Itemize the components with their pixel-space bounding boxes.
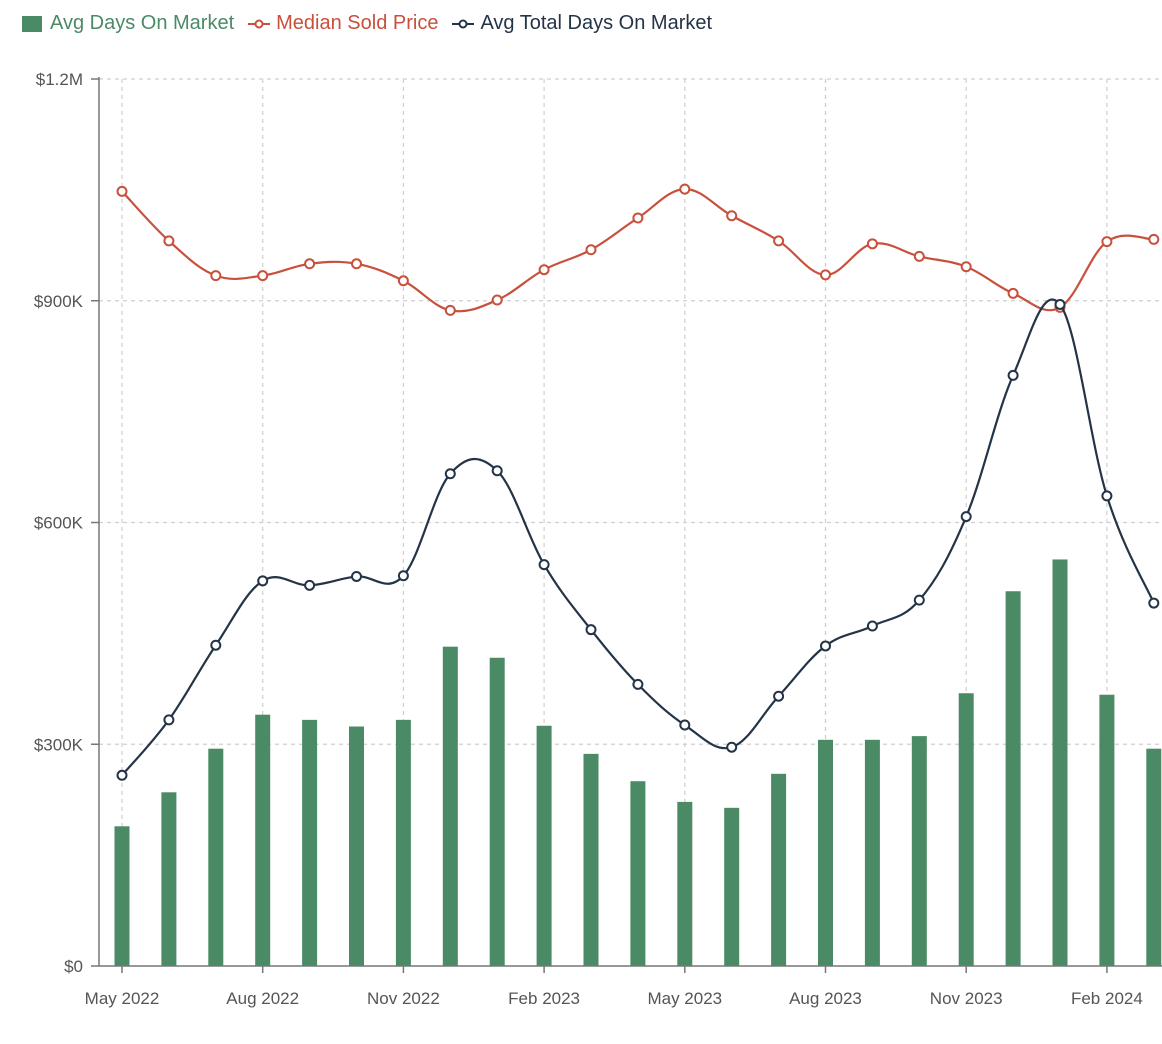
point-avg-total-days-on-market[interactable] xyxy=(397,570,409,582)
point-avg-total-days-on-market[interactable] xyxy=(913,594,925,606)
point-median-sold-price[interactable] xyxy=(679,183,691,195)
bar-avg-days-on-market[interactable] xyxy=(1099,694,1115,966)
bar-avg-days-on-market[interactable] xyxy=(724,807,740,966)
legend-item-avg-total-days[interactable]: Avg Total Days On Market xyxy=(452,12,712,35)
bar-avg-days-on-market[interactable] xyxy=(864,739,880,966)
point-median-sold-price[interactable] xyxy=(632,212,644,224)
point-median-sold-price[interactable] xyxy=(491,294,503,306)
bar-avg-days-on-market[interactable] xyxy=(395,719,411,966)
point-median-sold-price[interactable] xyxy=(163,235,175,247)
bar-avg-days-on-market[interactable] xyxy=(442,646,458,966)
x-tick-label: May 2023 xyxy=(647,989,722,1008)
legend-line-circle-icon xyxy=(452,19,475,28)
point-avg-total-days-on-market[interactable] xyxy=(866,620,878,632)
point-median-sold-price[interactable] xyxy=(210,270,222,282)
point-median-sold-price[interactable] xyxy=(1148,233,1160,245)
legend-label-avg-days: Avg Days On Market xyxy=(50,12,235,34)
bar-avg-days-on-market[interactable] xyxy=(1005,591,1021,966)
legend-label-avg-total-days: Avg Total Days On Market xyxy=(480,12,713,34)
legend-item-median-price[interactable]: Median Sold Price xyxy=(248,12,438,35)
y-tick-label: $600K xyxy=(34,514,84,533)
x-tick-label: May 2022 xyxy=(85,989,160,1008)
bar-avg-days-on-market[interactable] xyxy=(818,739,833,966)
point-median-sold-price[interactable] xyxy=(585,244,597,256)
point-avg-total-days-on-market[interactable] xyxy=(1054,298,1066,310)
point-avg-total-days-on-market[interactable] xyxy=(679,719,691,731)
legend-item-avg-days[interactable]: Avg Days On Market xyxy=(22,12,234,35)
point-avg-total-days-on-market[interactable] xyxy=(1007,369,1019,381)
y-tick-label: $900K xyxy=(34,292,84,311)
point-avg-total-days-on-market[interactable] xyxy=(116,769,128,781)
legend-label-median-price: Median Sold Price xyxy=(276,12,439,34)
point-avg-total-days-on-market[interactable] xyxy=(773,690,785,702)
bar-avg-days-on-market[interactable] xyxy=(583,753,599,966)
point-avg-total-days-on-market[interactable] xyxy=(1148,597,1160,609)
point-avg-total-days-on-market[interactable] xyxy=(726,741,738,753)
point-avg-total-days-on-market[interactable] xyxy=(163,714,175,726)
bar-avg-days-on-market[interactable] xyxy=(911,736,927,966)
bar-avg-days-on-market[interactable] xyxy=(114,826,130,966)
bar-avg-days-on-market[interactable] xyxy=(489,657,505,966)
point-avg-total-days-on-market[interactable] xyxy=(257,575,269,587)
x-tick-label: Feb 2023 xyxy=(508,989,580,1008)
x-tick-label: Nov 2022 xyxy=(367,989,440,1008)
point-avg-total-days-on-market[interactable] xyxy=(1101,490,1113,502)
bar-avg-days-on-market[interactable] xyxy=(771,773,787,966)
point-median-sold-price[interactable] xyxy=(257,270,269,282)
x-tick-label: Aug 2022 xyxy=(226,989,299,1008)
bar-avg-days-on-market[interactable] xyxy=(677,801,693,966)
point-median-sold-price[interactable] xyxy=(726,210,738,222)
x-tick-label: Aug 2023 xyxy=(789,989,862,1008)
point-median-sold-price[interactable] xyxy=(304,258,316,270)
point-median-sold-price[interactable] xyxy=(1101,236,1113,248)
point-median-sold-price[interactable] xyxy=(1007,287,1019,299)
point-median-sold-price[interactable] xyxy=(913,250,925,262)
x-tick-label: Nov 2023 xyxy=(930,989,1003,1008)
point-median-sold-price[interactable] xyxy=(773,235,785,247)
bar-avg-days-on-market[interactable] xyxy=(630,781,646,966)
point-avg-total-days-on-market[interactable] xyxy=(820,640,831,652)
point-avg-total-days-on-market[interactable] xyxy=(960,511,972,523)
y-tick-label: $0 xyxy=(64,957,83,976)
bar-avg-days-on-market[interactable] xyxy=(958,693,974,966)
bar-avg-days-on-market[interactable] xyxy=(1052,559,1068,966)
plot-area xyxy=(114,183,1162,966)
legend-line-circle-icon xyxy=(248,19,271,28)
point-median-sold-price[interactable] xyxy=(866,238,878,250)
legend: Avg Days On Market Median Sold Price Avg… xyxy=(22,12,726,35)
point-median-sold-price[interactable] xyxy=(351,258,362,270)
y-tick-label: $300K xyxy=(34,735,84,754)
point-median-sold-price[interactable] xyxy=(820,269,831,281)
line-avg-total-days-on-market xyxy=(121,298,1155,777)
bar-avg-days-on-market[interactable] xyxy=(161,792,177,966)
point-avg-total-days-on-market[interactable] xyxy=(210,639,222,651)
bar-avg-days-on-market[interactable] xyxy=(349,726,364,966)
point-median-sold-price[interactable] xyxy=(444,304,456,316)
point-avg-total-days-on-market[interactable] xyxy=(491,465,503,477)
bar-avg-days-on-market[interactable] xyxy=(255,714,271,966)
point-median-sold-price[interactable] xyxy=(538,264,550,276)
point-avg-total-days-on-market[interactable] xyxy=(632,678,644,690)
bar-avg-days-on-market[interactable] xyxy=(1146,748,1162,966)
x-tick-label: Feb 2024 xyxy=(1071,989,1143,1008)
point-median-sold-price[interactable] xyxy=(960,261,972,273)
point-median-sold-price[interactable] xyxy=(116,185,128,197)
y-tick-label: $1.2M xyxy=(36,70,83,89)
point-avg-total-days-on-market[interactable] xyxy=(444,468,456,480)
point-avg-total-days-on-market[interactable] xyxy=(538,559,550,571)
bar-avg-days-on-market[interactable] xyxy=(302,719,318,966)
bar-avg-days-on-market[interactable] xyxy=(536,725,552,966)
line-median-sold-price xyxy=(121,188,1154,313)
point-avg-total-days-on-market[interactable] xyxy=(351,570,362,582)
point-median-sold-price[interactable] xyxy=(397,275,409,287)
point-avg-total-days-on-market[interactable] xyxy=(585,624,597,636)
legend-bar-swatch-icon xyxy=(22,15,42,32)
bar-avg-days-on-market[interactable] xyxy=(208,748,224,966)
point-avg-total-days-on-market[interactable] xyxy=(304,579,316,591)
